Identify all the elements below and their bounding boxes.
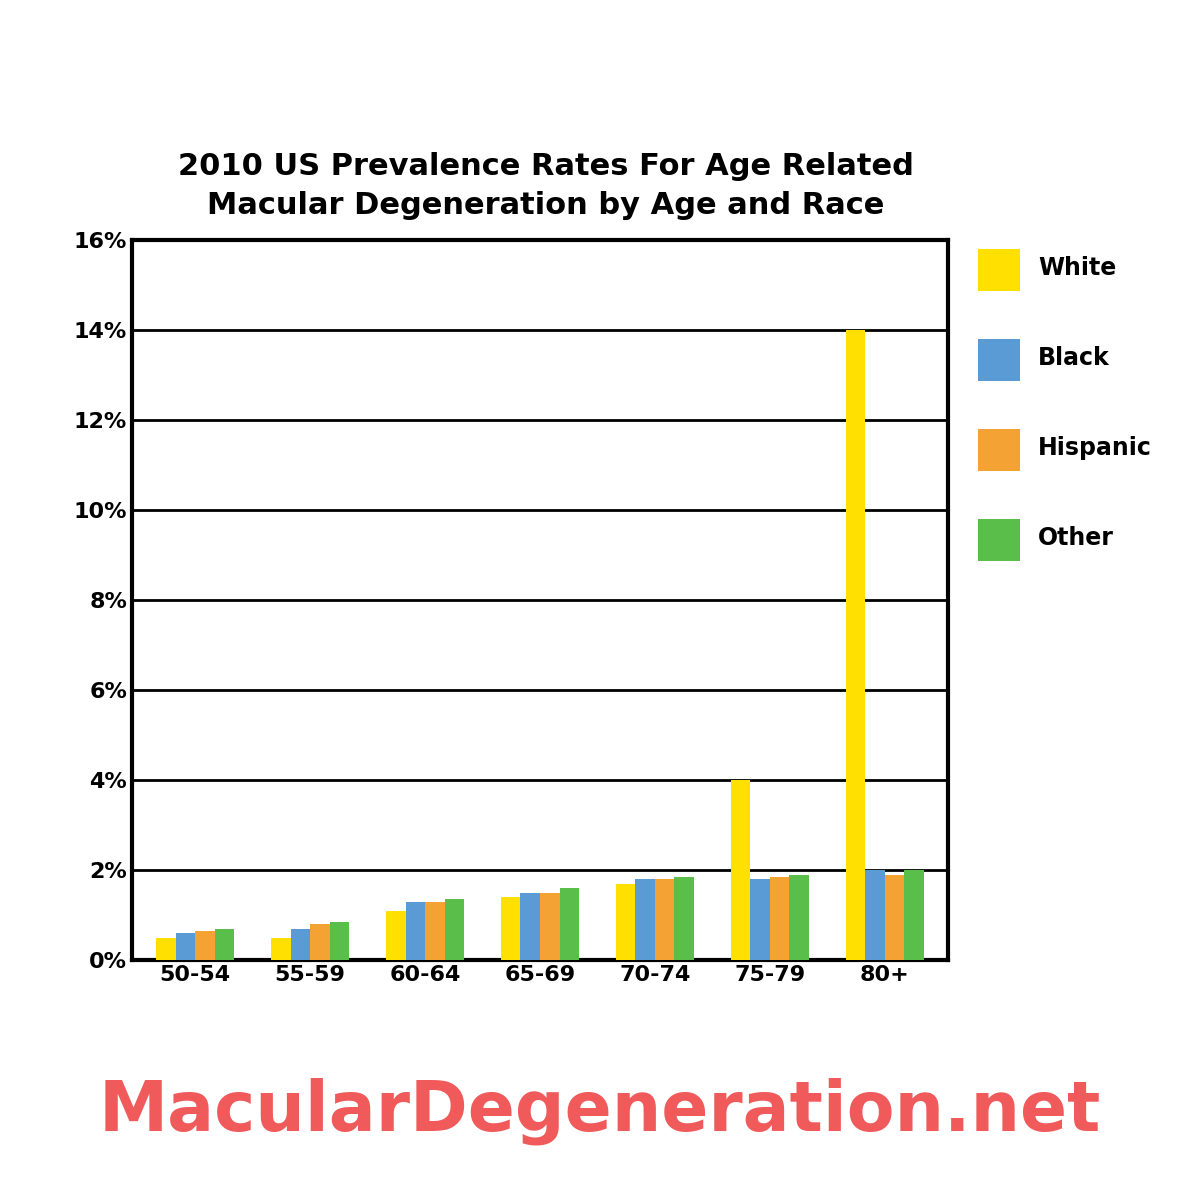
- Bar: [790, 875, 809, 960]
- Bar: [156, 937, 175, 960]
- Bar: [271, 937, 290, 960]
- Bar: [521, 893, 540, 960]
- Bar: [559, 888, 580, 960]
- Bar: [884, 875, 905, 960]
- Text: Hispanic: Hispanic: [1038, 436, 1152, 460]
- Bar: [196, 931, 215, 960]
- Bar: [655, 878, 674, 960]
- Text: MacularDegeneration.net: MacularDegeneration.net: [98, 1078, 1102, 1145]
- Bar: [635, 878, 655, 960]
- Bar: [500, 898, 521, 960]
- Bar: [330, 922, 349, 960]
- Bar: [425, 901, 445, 960]
- Text: White: White: [1038, 256, 1116, 280]
- Bar: [445, 899, 464, 960]
- Bar: [616, 883, 635, 960]
- Bar: [865, 870, 884, 960]
- Bar: [175, 934, 196, 960]
- Text: Other: Other: [1038, 526, 1114, 550]
- Bar: [215, 929, 234, 960]
- Bar: [406, 901, 425, 960]
- Text: 2010 US Prevalence Rates For Age Related
Macular Degeneration by Age and Race: 2010 US Prevalence Rates For Age Related…: [178, 152, 914, 220]
- Bar: [386, 911, 406, 960]
- Bar: [750, 878, 770, 960]
- Bar: [674, 877, 694, 960]
- Text: Black: Black: [1038, 346, 1110, 370]
- Bar: [770, 877, 790, 960]
- Bar: [310, 924, 330, 960]
- Bar: [540, 893, 559, 960]
- Bar: [731, 780, 750, 960]
- Bar: [290, 929, 310, 960]
- Bar: [905, 870, 924, 960]
- Bar: [846, 330, 865, 960]
